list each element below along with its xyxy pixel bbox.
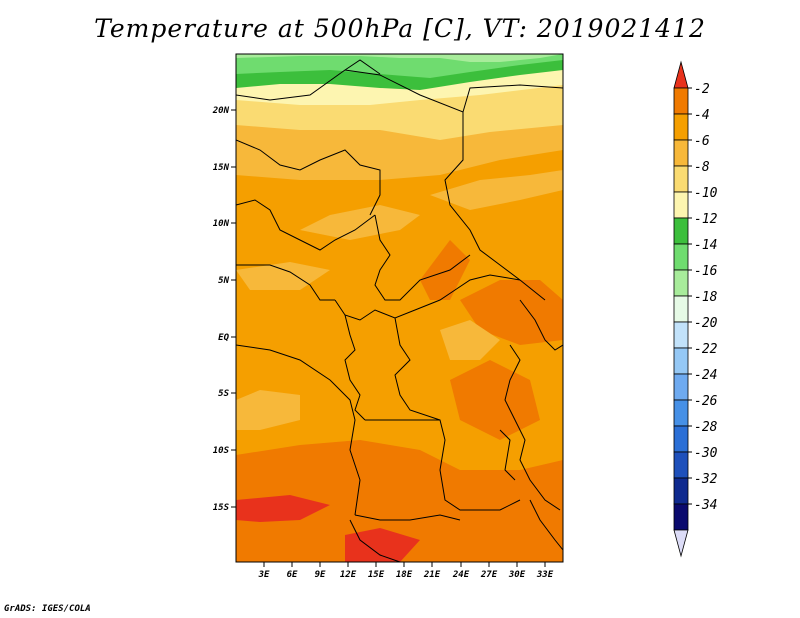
colorbar-label: -4	[694, 108, 710, 123]
map-frame	[235, 53, 564, 563]
lon-label: 21E	[423, 570, 441, 580]
temperature-field	[236, 54, 563, 562]
colorbar-label: -12	[694, 212, 718, 227]
colorbar-swatch	[673, 503, 689, 531]
colorbar-label: -28	[694, 420, 718, 435]
colorbar-swatch	[673, 477, 689, 505]
longitude-axis: 3E 6E 9E 12E 15E 18E 21E 24E 27E 30E 33E	[258, 562, 554, 580]
colorbar-swatch	[673, 269, 689, 297]
colorbar-label: -6	[694, 134, 710, 149]
lat-label: 15S	[213, 503, 230, 513]
chart-title: Temperature at 500hPa [C], VT: 201902141…	[94, 14, 706, 43]
colorbar-label: -20	[694, 316, 718, 331]
lat-label: 20N	[212, 106, 230, 116]
lon-label: 33E	[536, 570, 554, 580]
colorbar-swatch	[673, 399, 689, 427]
country-boundaries	[236, 59, 563, 562]
colorbar-swatch	[673, 217, 689, 245]
grads-credit: GrADS: IGES/COLA	[4, 604, 91, 614]
colorbar-label: -10	[694, 186, 718, 201]
colorbar-label: -30	[694, 446, 718, 461]
colorbar-top-arrow	[673, 60, 689, 89]
colorbar-swatch	[673, 451, 689, 479]
colorbar-swatch	[673, 295, 689, 323]
lon-label: 3E	[258, 570, 270, 580]
colorbar-swatch	[673, 191, 689, 219]
colorbar-swatch	[673, 373, 689, 401]
lat-label: 5S	[218, 389, 229, 399]
colorbar	[673, 60, 689, 558]
colorbar-swatch	[673, 425, 689, 453]
lon-label: 24E	[452, 570, 470, 580]
lon-label: 6E	[287, 570, 298, 580]
lat-label: EQ	[218, 333, 229, 343]
colorbar-swatch	[673, 87, 689, 115]
colorbar-label: -16	[694, 264, 718, 279]
lon-label: 27E	[480, 570, 498, 580]
lat-label: 10N	[213, 219, 230, 229]
colorbar-label: -34	[694, 498, 717, 513]
lon-label: 30E	[508, 570, 526, 580]
colorbar-label: -22	[694, 342, 718, 357]
lon-label: 15E	[368, 570, 385, 580]
colorbar-swatch	[673, 139, 689, 167]
colorbar-swatch	[673, 321, 689, 349]
lat-label: 15N	[213, 163, 230, 173]
colorbar-label: -32	[694, 472, 718, 487]
colorbar-labels: -2 -4 -6 -8 -10 -12 -14 -16 -18 -20 -22 -24 -26 -28 -3…	[688, 82, 718, 513]
colorbar-label: -14	[694, 238, 717, 253]
lon-label: 18E	[396, 570, 413, 580]
colorbar-swatch	[673, 165, 689, 193]
colorbar-swatch	[673, 347, 689, 375]
lon-label: 12E	[340, 570, 357, 580]
colorbar-label: -26	[694, 394, 718, 409]
colorbar-label: -24	[694, 368, 717, 383]
colorbar-swatch	[673, 113, 689, 141]
colorbar-label: -8	[694, 160, 710, 175]
colorbar-swatch	[673, 243, 689, 271]
lat-label: 10S	[213, 446, 230, 456]
latitude-axis: 20N 15N 10N 5N EQ 5S 10S 15S	[212, 106, 236, 513]
colorbar-label: -18	[694, 290, 718, 305]
lon-label: 9E	[315, 570, 326, 580]
lat-label: 5N	[218, 276, 229, 286]
colorbar-bottom-arrow	[673, 529, 689, 558]
colorbar-label: -2	[694, 82, 710, 97]
